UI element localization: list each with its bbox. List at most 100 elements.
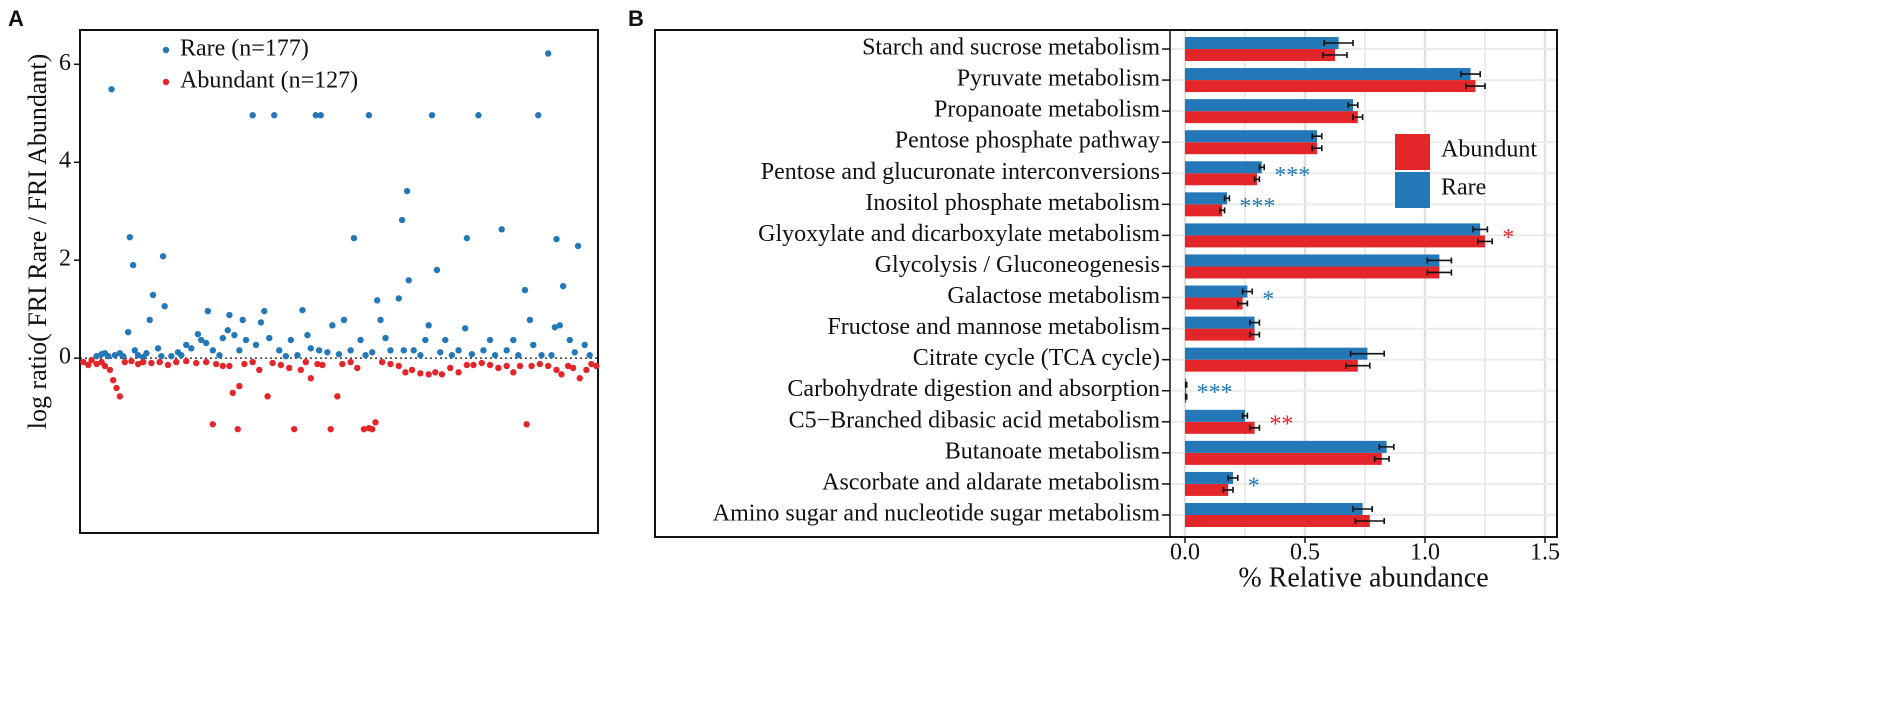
point bbox=[261, 307, 268, 315]
bar bbox=[1185, 316, 1255, 329]
point bbox=[369, 349, 376, 356]
point bbox=[357, 336, 364, 344]
point bbox=[327, 425, 334, 433]
bar bbox=[1185, 142, 1317, 155]
point bbox=[438, 371, 446, 378]
point bbox=[85, 361, 92, 369]
point bbox=[266, 334, 273, 342]
point bbox=[315, 347, 323, 354]
point bbox=[523, 421, 530, 428]
point bbox=[432, 369, 439, 376]
point bbox=[463, 234, 471, 242]
point bbox=[564, 362, 572, 370]
point bbox=[329, 322, 336, 329]
significance-label: ** bbox=[1269, 411, 1293, 437]
point bbox=[93, 352, 100, 360]
point bbox=[202, 339, 210, 347]
point bbox=[526, 316, 534, 324]
point bbox=[209, 347, 217, 354]
point bbox=[339, 360, 346, 368]
point bbox=[569, 364, 577, 372]
point bbox=[149, 291, 157, 299]
point bbox=[131, 347, 138, 354]
point bbox=[491, 352, 499, 359]
point bbox=[128, 357, 135, 365]
point bbox=[108, 86, 115, 93]
point bbox=[287, 336, 295, 344]
error-bar bbox=[1426, 269, 1453, 276]
point bbox=[236, 382, 243, 390]
point bbox=[219, 362, 226, 370]
bar bbox=[1185, 452, 1382, 465]
point bbox=[480, 347, 487, 354]
point bbox=[154, 345, 162, 352]
point bbox=[158, 352, 165, 360]
bar bbox=[1185, 421, 1255, 434]
point bbox=[119, 352, 127, 360]
point bbox=[204, 307, 212, 315]
bar bbox=[1185, 409, 1245, 422]
point bbox=[530, 341, 537, 349]
point bbox=[226, 311, 233, 319]
error-bar bbox=[1352, 114, 1364, 121]
point bbox=[437, 349, 444, 356]
point bbox=[400, 347, 407, 354]
point bbox=[134, 360, 142, 368]
point bbox=[553, 366, 560, 374]
x-tick-label: 1.0 bbox=[1410, 540, 1440, 566]
point bbox=[588, 360, 595, 368]
y-tick-label: 2 bbox=[59, 246, 71, 272]
point bbox=[256, 366, 263, 374]
error-bar bbox=[1184, 393, 1188, 400]
legend-marker bbox=[162, 46, 170, 54]
point bbox=[425, 371, 432, 378]
point bbox=[347, 358, 354, 366]
point bbox=[373, 297, 381, 304]
point bbox=[395, 295, 402, 302]
point bbox=[586, 352, 593, 359]
point bbox=[224, 327, 231, 334]
point bbox=[398, 216, 406, 224]
point bbox=[159, 253, 167, 260]
bar bbox=[1185, 111, 1358, 124]
point bbox=[503, 362, 510, 370]
point bbox=[425, 322, 432, 329]
category-label: Fructose and mannose metabolism bbox=[827, 314, 1160, 340]
plot-frame bbox=[79, 29, 599, 534]
point bbox=[80, 358, 87, 366]
category-label: Pentose and glucuronate interconversions bbox=[761, 159, 1160, 185]
error-bar bbox=[1241, 288, 1253, 295]
error-bar bbox=[1373, 455, 1390, 462]
point bbox=[535, 112, 542, 119]
point bbox=[276, 347, 283, 354]
point bbox=[319, 361, 326, 369]
error-bar bbox=[1345, 362, 1371, 369]
point bbox=[290, 425, 298, 433]
bar bbox=[1185, 328, 1255, 341]
point bbox=[212, 360, 220, 368]
point bbox=[408, 366, 416, 374]
legend-swatch bbox=[1395, 172, 1430, 208]
point bbox=[156, 358, 163, 366]
point bbox=[455, 347, 462, 354]
category-label: Propanoate metabolism bbox=[934, 97, 1160, 123]
significance-label: * bbox=[1262, 287, 1274, 313]
point bbox=[202, 358, 210, 366]
error-bar bbox=[1477, 238, 1493, 245]
point bbox=[428, 112, 436, 119]
point bbox=[219, 334, 226, 342]
point bbox=[347, 347, 354, 354]
point bbox=[365, 112, 373, 119]
point bbox=[334, 393, 341, 400]
panel-frame bbox=[654, 29, 1558, 538]
point bbox=[148, 359, 155, 367]
point bbox=[183, 341, 190, 349]
y-tick-label: 0 bbox=[59, 344, 71, 370]
point bbox=[302, 358, 309, 366]
point bbox=[447, 364, 454, 372]
category-label: Pyruvate metabolism bbox=[957, 66, 1161, 92]
point bbox=[556, 322, 564, 329]
significance-label: * bbox=[1502, 225, 1514, 251]
point bbox=[106, 366, 114, 374]
